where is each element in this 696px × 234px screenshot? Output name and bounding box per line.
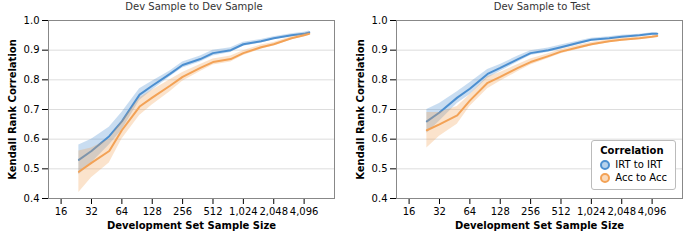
svg-text:0.4: 0.4: [24, 193, 40, 204]
html-text:Dev Sample to Dev Sample: Dev Sample to Dev Sample: [125, 1, 263, 12]
svg-text:512: 512: [551, 206, 570, 217]
svg-text:32: 32: [433, 206, 446, 217]
html-text:Dev Sample to Test: Dev Sample to Test: [493, 1, 591, 12]
svg-text:64: 64: [463, 206, 476, 217]
svg-text:256: 256: [521, 206, 540, 217]
svg-text:0.4: 0.4: [372, 193, 388, 204]
svg-text:Development Set Sample Size: Development Set Sample Size: [107, 220, 276, 231]
svg-text:1,024: 1,024: [577, 206, 606, 217]
svg-text:2,048: 2,048: [607, 206, 636, 217]
html-text:Correlation: Correlation: [600, 145, 664, 156]
svg-text:0.9: 0.9: [372, 44, 388, 55]
svg-text:512: 512: [203, 206, 222, 217]
svg-text:256: 256: [173, 206, 192, 217]
svg-text:2,048: 2,048: [259, 206, 288, 217]
svg-text:0.6: 0.6: [24, 133, 40, 144]
svg-text:16: 16: [55, 206, 68, 217]
svg-text:32: 32: [85, 206, 98, 217]
svg-text:128: 128: [491, 206, 510, 217]
svg-text:1,024: 1,024: [229, 206, 258, 217]
svg-text:0.6: 0.6: [372, 133, 388, 144]
svg-text:0.5: 0.5: [24, 163, 40, 174]
svg-text:Kendall Rank Correlation: Kendall Rank Correlation: [7, 39, 18, 180]
html-text:Acc to Acc: Acc to Acc: [615, 172, 667, 183]
svg-text:0.8: 0.8: [24, 74, 40, 85]
svg-text:0.8: 0.8: [372, 74, 388, 85]
svg-text:0.7: 0.7: [372, 104, 388, 115]
svg-text:4,096: 4,096: [290, 206, 319, 217]
svg-text:16: 16: [403, 206, 416, 217]
svg-text:1.0: 1.0: [24, 15, 40, 26]
svg-text:4,096: 4,096: [638, 206, 667, 217]
svg-text:Kendall Rank Correlation: Kendall Rank Correlation: [355, 39, 366, 180]
svg-text:64: 64: [115, 206, 128, 217]
svg-text:Development Set Sample Size: Development Set Sample Size: [455, 220, 624, 231]
svg-text:1.0: 1.0: [372, 15, 388, 26]
html-text:IRT to IRT: IRT to IRT: [615, 159, 663, 170]
svg-text:0.7: 0.7: [24, 104, 40, 115]
svg-text:0.9: 0.9: [24, 44, 40, 55]
svg-text:0.5: 0.5: [372, 163, 388, 174]
svg-text:128: 128: [143, 206, 162, 217]
